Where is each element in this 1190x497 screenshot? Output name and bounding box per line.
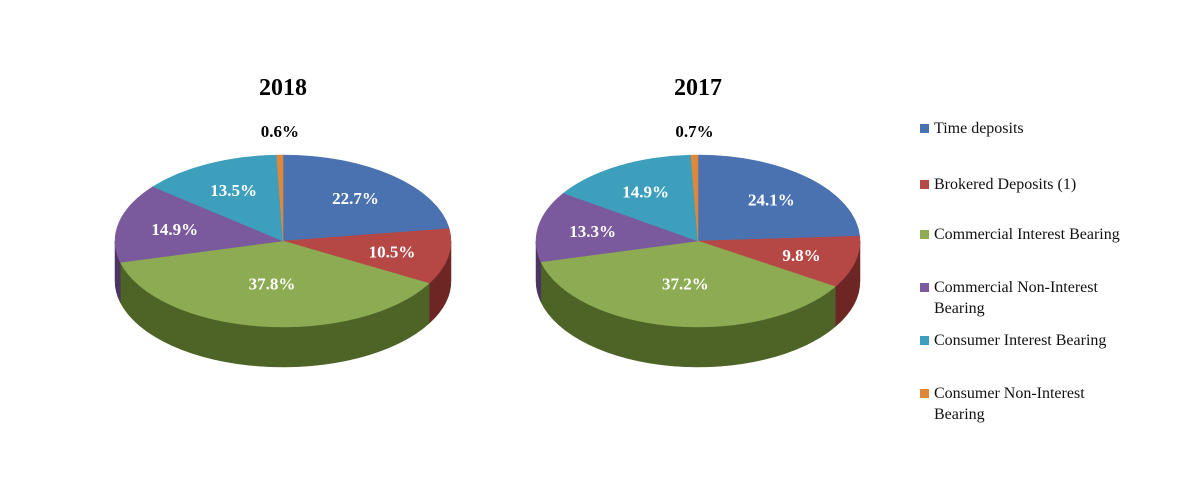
legend-label-commercial-non-interest-bearing: Commercial Non-Interest Bearing — [934, 279, 1098, 317]
data-label-consumer-interest-bearing: 14.9% — [622, 183, 669, 202]
legend-swatch-commercial-interest-bearing — [920, 230, 929, 239]
pie-slice-consumer-non-interest-bearing — [690, 154, 699, 242]
legend-swatch-consumer-interest-bearing — [920, 336, 929, 345]
pie-slice-brokered-deposits-1 — [697, 235, 861, 287]
pie-slice-brokered-deposits-1 — [282, 228, 452, 284]
legend-swatch-brokered-deposits — [920, 180, 929, 189]
data-label-commercial-interest-bearing: 37.8% — [249, 275, 296, 294]
legend-label-brokered-deposits: Brokered Deposits (1) — [934, 176, 1077, 193]
data-label-consumer-non-interest-bearing: 0.7% — [675, 122, 713, 141]
data-label-commercial-non-interest-bearing: 13.3% — [569, 222, 616, 241]
pie-slice-commercial-interest-bearing — [540, 240, 836, 328]
data-label-brokered-deposits-1: 9.8% — [782, 246, 820, 265]
pie-slice-consumer-interest-bearing — [152, 154, 284, 242]
pie-slice-consumer-interest-bearing — [562, 154, 699, 242]
pie-slice-commercial-non-interest-bearing — [114, 186, 284, 263]
pie-chart-2017: 2017 24.1% 9.8% 37.2% 13.3% 14.9% 0.7% — [535, 75, 861, 368]
pie-title: 2017 — [674, 75, 722, 101]
pie-top-faces — [114, 154, 452, 328]
data-label-time-deposits: 22.7% — [332, 189, 379, 208]
data-label-consumer-interest-bearing: 13.5% — [210, 181, 257, 200]
pie-top-faces — [535, 154, 861, 328]
legend-label-consumer-non-interest-bearing: Consumer Non-Interest Bearing — [934, 385, 1085, 423]
legend-label-consumer-interest-bearing: Consumer Interest Bearing — [934, 332, 1107, 349]
data-label-time-deposits: 24.1% — [748, 191, 795, 210]
pie-chart-2018: 2018 22.7% 10.5% 37.8% 14.9% 13.5% 0.6% — [114, 75, 452, 368]
pie-slice-commercial-non-interest-bearing — [535, 192, 699, 263]
pie-data-labels: 22.7% 10.5% 37.8% 14.9% 13.5% 0.6% — [151, 122, 415, 294]
data-label-brokered-deposits-1: 10.5% — [369, 242, 416, 261]
pie-slice-consumer-non-interest-bearing — [276, 154, 284, 242]
pie-slice-commercial-interest-bearing — [119, 240, 430, 328]
pie-slice-time-deposits — [697, 154, 861, 242]
legend-label-commercial-interest-bearing: Commercial Interest Bearing — [934, 226, 1120, 243]
legend-label-time-deposits: Time deposits — [934, 120, 1024, 137]
data-label-consumer-non-interest-bearing: 0.6% — [261, 122, 299, 141]
legend-item-time-deposits: Time deposits — [920, 118, 1182, 139]
legend-item-commercial-interest-bearing: Commercial Interest Bearing — [920, 224, 1182, 245]
data-label-commercial-interest-bearing: 37.2% — [662, 274, 709, 293]
legend-swatch-consumer-non-interest-bearing — [920, 389, 929, 398]
legend-item-consumer-interest-bearing: Consumer Interest Bearing — [920, 330, 1182, 351]
legend-swatch-commercial-non-interest-bearing — [920, 283, 929, 292]
legend-item-brokered-deposits: Brokered Deposits (1) — [920, 174, 1182, 195]
pie-data-labels: 24.1% 9.8% 37.2% 13.3% 14.9% 0.7% — [569, 122, 820, 293]
data-label-commercial-non-interest-bearing: 14.9% — [151, 220, 198, 239]
legend-item-commercial-non-interest-bearing: Commercial Non-Interest Bearing — [920, 277, 1182, 319]
pie-slice-time-deposits — [282, 154, 450, 242]
pie-title: 2018 — [259, 75, 307, 101]
legend-item-consumer-non-interest-bearing: Consumer Non-Interest Bearing — [920, 383, 1182, 425]
legend-swatch-time-deposits — [920, 124, 929, 133]
